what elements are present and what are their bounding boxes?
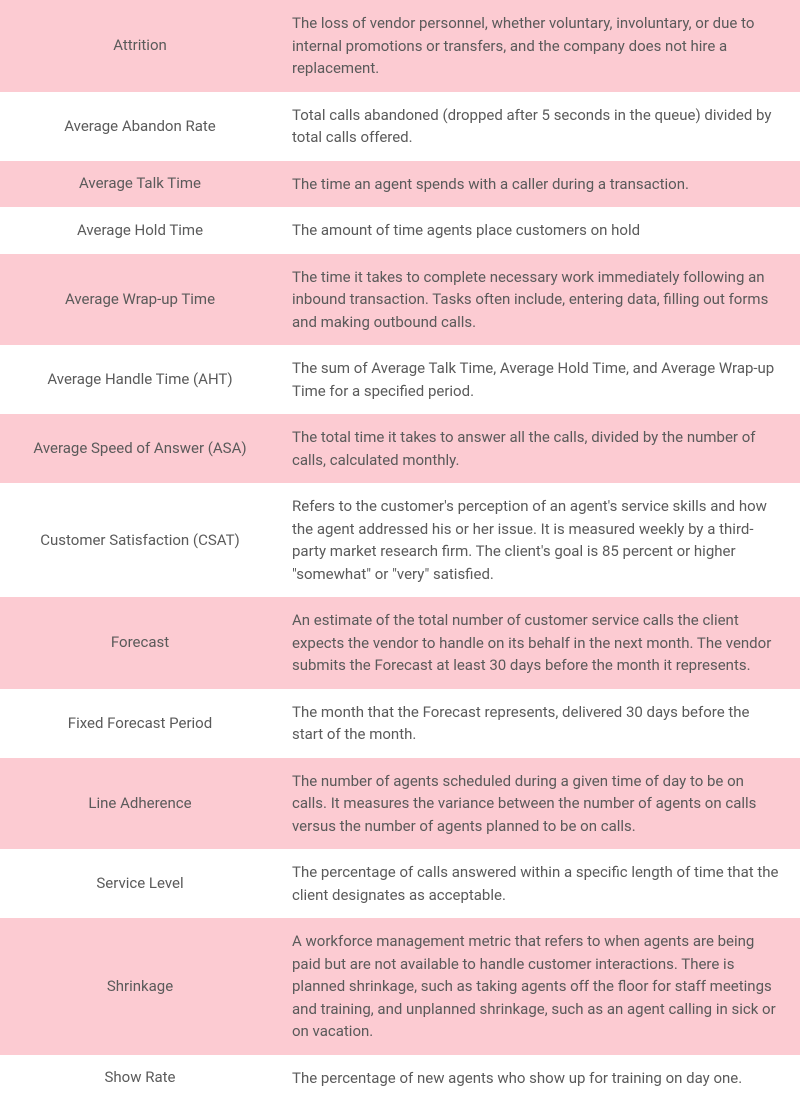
term-cell: Average Wrap-up Time [0,254,280,346]
definition-cell: The month that the Forecast represents, … [280,689,800,758]
definition-cell: An estimate of the total number of custo… [280,597,800,689]
term-cell: Service Level [0,849,280,918]
term-cell: Attrition [0,0,280,92]
definition-cell: The total time it takes to answer all th… [280,414,800,483]
definition-cell: The amount of time agents place customer… [280,207,800,254]
term-cell: Show Rate [0,1055,280,1101]
definition-cell: The loss of vendor personnel, whether vo… [280,0,800,92]
definition-cell: Total calls abandoned (dropped after 5 s… [280,92,800,161]
table-row: Customer Satisfaction (CSAT)Refers to th… [0,483,800,597]
table-row: Average Wrap-up TimeThe time it takes to… [0,254,800,346]
term-cell: Average Handle Time (AHT) [0,345,280,414]
term-cell: Average Hold Time [0,207,280,254]
definition-cell: The number of agents scheduled during a … [280,758,800,850]
definition-cell: The percentage of calls answered within … [280,849,800,918]
term-cell: Average Abandon Rate [0,92,280,161]
table-row: Average Handle Time (AHT)The sum of Aver… [0,345,800,414]
definition-cell: The sum of Average Talk Time, Average Ho… [280,345,800,414]
table-row: Average Hold TimeThe amount of time agen… [0,207,800,254]
term-cell: Average Talk Time [0,161,280,208]
table-row: Average Speed of Answer (ASA)The total t… [0,414,800,483]
table-row: Service LevelThe percentage of calls ans… [0,849,800,918]
definition-cell: Refers to the customer's perception of a… [280,483,800,597]
term-cell: Line Adherence [0,758,280,850]
definition-cell: The time it takes to complete necessary … [280,254,800,346]
table-row: ForecastAn estimate of the total number … [0,597,800,689]
table-row: AttritionThe loss of vendor personnel, w… [0,0,800,92]
glossary-table: AttritionThe loss of vendor personnel, w… [0,0,800,1101]
table-row: Average Talk TimeThe time an agent spend… [0,161,800,208]
definition-cell: A workforce management metric that refer… [280,918,800,1055]
table-row: Show RateThe percentage of new agents wh… [0,1055,800,1101]
term-cell: Average Speed of Answer (ASA) [0,414,280,483]
term-cell: Fixed Forecast Period [0,689,280,758]
definition-cell: The percentage of new agents who show up… [280,1055,800,1101]
term-cell: Customer Satisfaction (CSAT) [0,483,280,597]
term-cell: Forecast [0,597,280,689]
table-row: ShrinkageA workforce management metric t… [0,918,800,1055]
table-row: Fixed Forecast PeriodThe month that the … [0,689,800,758]
term-cell: Shrinkage [0,918,280,1055]
table-row: Average Abandon RateTotal calls abandone… [0,92,800,161]
definition-cell: The time an agent spends with a caller d… [280,161,800,208]
table-row: Line AdherenceThe number of agents sched… [0,758,800,850]
